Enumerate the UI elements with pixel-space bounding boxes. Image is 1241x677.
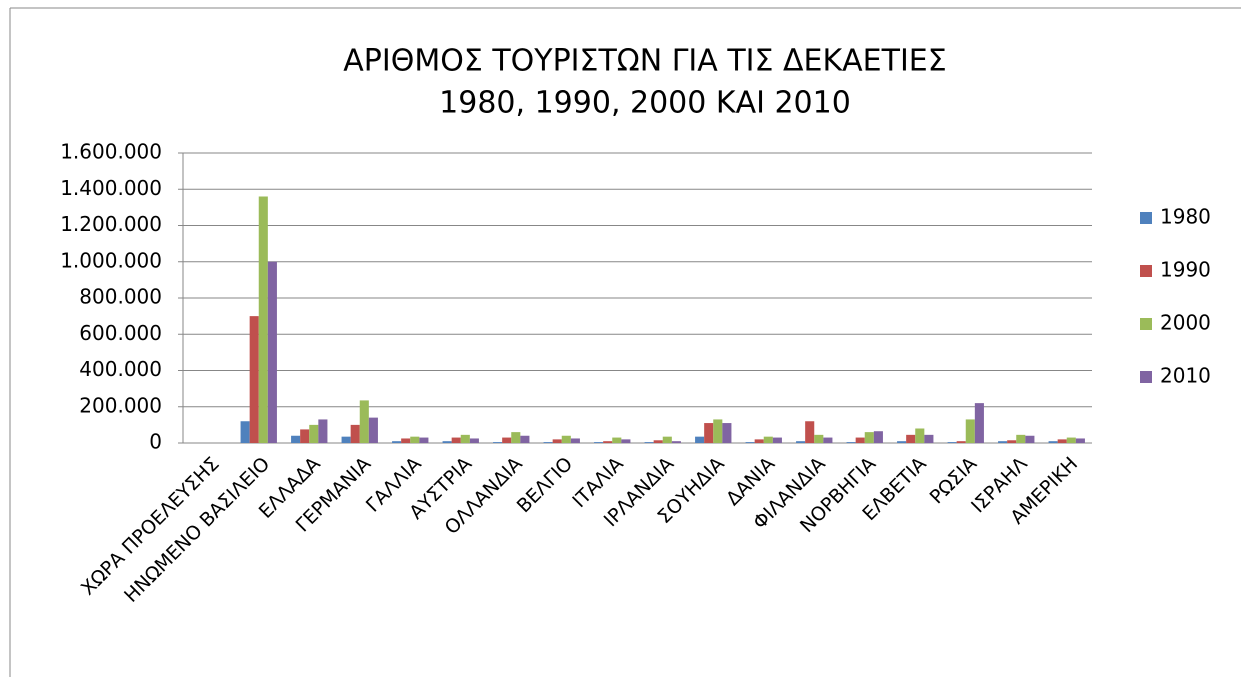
bar <box>704 423 714 443</box>
bar <box>442 441 452 443</box>
bar <box>502 437 512 443</box>
bar <box>350 424 360 443</box>
bar <box>603 441 613 443</box>
bar <box>460 434 470 443</box>
bar <box>401 438 411 443</box>
legend-label: 2000 <box>1160 311 1211 335</box>
bar <box>594 442 604 443</box>
bar <box>823 437 833 443</box>
bar <box>511 432 521 443</box>
bar <box>267 261 277 443</box>
bar <box>763 436 773 443</box>
bar <box>410 436 420 443</box>
bar <box>947 442 957 443</box>
bar <box>543 442 553 443</box>
bar <box>1048 441 1058 443</box>
bar <box>974 403 984 443</box>
bar <box>570 438 580 443</box>
legend-swatch <box>1140 318 1152 330</box>
bar <box>451 437 461 443</box>
bar <box>915 428 925 443</box>
bar <box>1075 438 1085 443</box>
y-tick-label: 1.400.000 <box>60 176 162 200</box>
bar <box>805 421 815 443</box>
y-tick-label: 1.600.000 <box>60 140 162 164</box>
y-tick-label: 0 <box>149 430 162 454</box>
bar <box>653 440 663 443</box>
bar <box>1066 437 1076 443</box>
bar <box>644 442 654 443</box>
bar <box>520 435 530 443</box>
bar <box>897 441 907 443</box>
bar <box>924 434 934 443</box>
bar <box>864 432 874 443</box>
bar <box>392 441 402 443</box>
legend-swatch <box>1140 265 1152 277</box>
y-tick-label: 400.000 <box>79 357 162 381</box>
bar <box>291 435 301 443</box>
y-tick-label: 600.000 <box>79 321 162 345</box>
chart-title: ΑΡΙΘΜΟΣ ΤΟΥΡΙΣΤΩΝ ΓΙΑ ΤΙΣ ΔΕΚΑΕΤΙΕΣ <box>343 44 946 79</box>
bar <box>956 441 966 443</box>
bar <box>906 434 916 443</box>
bar <box>318 419 328 443</box>
bar <box>258 196 268 443</box>
bar <box>671 441 681 443</box>
bar <box>1007 440 1017 443</box>
bar <box>621 439 631 443</box>
bar <box>249 316 259 443</box>
bar <box>745 442 755 443</box>
bar <box>772 437 782 443</box>
bar <box>814 434 824 443</box>
bar <box>873 431 883 443</box>
y-tick-label: 1.200.000 <box>60 212 162 236</box>
bar <box>341 436 351 443</box>
bar <box>965 419 975 443</box>
bar <box>240 421 250 443</box>
bar <box>419 437 429 443</box>
y-tick-label: 800.000 <box>79 285 162 309</box>
chart-title: 1980, 1990, 2000 ΚΑΙ 2010 <box>439 86 851 121</box>
bar <box>754 439 764 443</box>
legend-label: 1980 <box>1160 205 1211 229</box>
bar <box>359 400 369 443</box>
bar <box>695 436 705 443</box>
bar <box>796 441 806 443</box>
bar <box>368 417 378 443</box>
bar <box>722 423 732 443</box>
bar <box>662 436 672 443</box>
y-tick-label: 200.000 <box>79 393 162 417</box>
bar <box>612 437 622 443</box>
bar <box>1016 434 1026 443</box>
bar <box>1057 439 1067 443</box>
bar <box>998 441 1008 443</box>
bar <box>309 424 319 443</box>
legend-swatch <box>1140 371 1152 383</box>
legend-label: 1990 <box>1160 258 1211 282</box>
bar <box>855 437 865 443</box>
legend-label: 2010 <box>1160 364 1211 388</box>
x-tick-label: ΒΕΛΓΙΟ <box>513 453 577 517</box>
bar <box>493 442 503 443</box>
bar <box>846 442 856 443</box>
bar <box>713 419 723 443</box>
bar <box>300 429 310 443</box>
y-tick-label: 1.000.000 <box>60 248 162 272</box>
legend-swatch <box>1140 212 1152 224</box>
bar <box>469 438 479 443</box>
bar <box>1025 435 1035 443</box>
bar <box>552 439 562 443</box>
bar <box>561 435 571 443</box>
